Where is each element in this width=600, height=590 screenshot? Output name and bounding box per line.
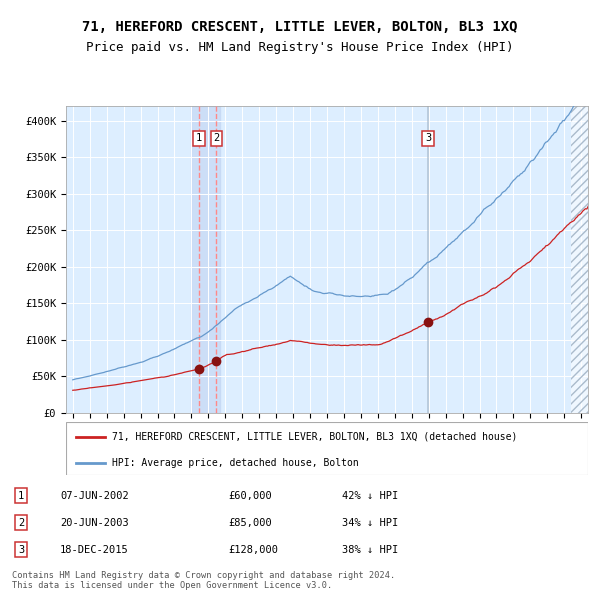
Text: 20-JUN-2003: 20-JUN-2003 bbox=[60, 518, 129, 527]
Bar bbox=[571, 106, 588, 413]
Text: 1: 1 bbox=[18, 491, 24, 501]
Text: HPI: Average price, detached house, Bolton: HPI: Average price, detached house, Bolt… bbox=[112, 458, 359, 468]
Text: 71, HEREFORD CRESCENT, LITTLE LEVER, BOLTON, BL3 1XQ (detached house): 71, HEREFORD CRESCENT, LITTLE LEVER, BOL… bbox=[112, 432, 517, 442]
Text: 38% ↓ HPI: 38% ↓ HPI bbox=[342, 545, 398, 555]
Text: 42% ↓ HPI: 42% ↓ HPI bbox=[342, 491, 398, 501]
Bar bbox=[571, 106, 588, 413]
Text: 2: 2 bbox=[213, 133, 220, 143]
Text: £85,000: £85,000 bbox=[228, 518, 272, 527]
Text: Contains HM Land Registry data © Crown copyright and database right 2024.: Contains HM Land Registry data © Crown c… bbox=[12, 571, 395, 580]
Text: 18-DEC-2015: 18-DEC-2015 bbox=[60, 545, 129, 555]
Text: This data is licensed under the Open Government Licence v3.0.: This data is licensed under the Open Gov… bbox=[12, 581, 332, 590]
Text: 1: 1 bbox=[196, 133, 202, 143]
Text: Price paid vs. HM Land Registry's House Price Index (HPI): Price paid vs. HM Land Registry's House … bbox=[86, 41, 514, 54]
Text: 3: 3 bbox=[18, 545, 24, 555]
Text: £60,000: £60,000 bbox=[228, 491, 272, 501]
Text: £128,000: £128,000 bbox=[228, 545, 278, 555]
Text: 3: 3 bbox=[425, 133, 431, 143]
Text: 2: 2 bbox=[18, 518, 24, 527]
Bar bbox=[191, 106, 220, 413]
Text: 07-JUN-2002: 07-JUN-2002 bbox=[60, 491, 129, 501]
FancyBboxPatch shape bbox=[66, 422, 588, 475]
Text: 71, HEREFORD CRESCENT, LITTLE LEVER, BOLTON, BL3 1XQ: 71, HEREFORD CRESCENT, LITTLE LEVER, BOL… bbox=[82, 19, 518, 34]
Text: 34% ↓ HPI: 34% ↓ HPI bbox=[342, 518, 398, 527]
